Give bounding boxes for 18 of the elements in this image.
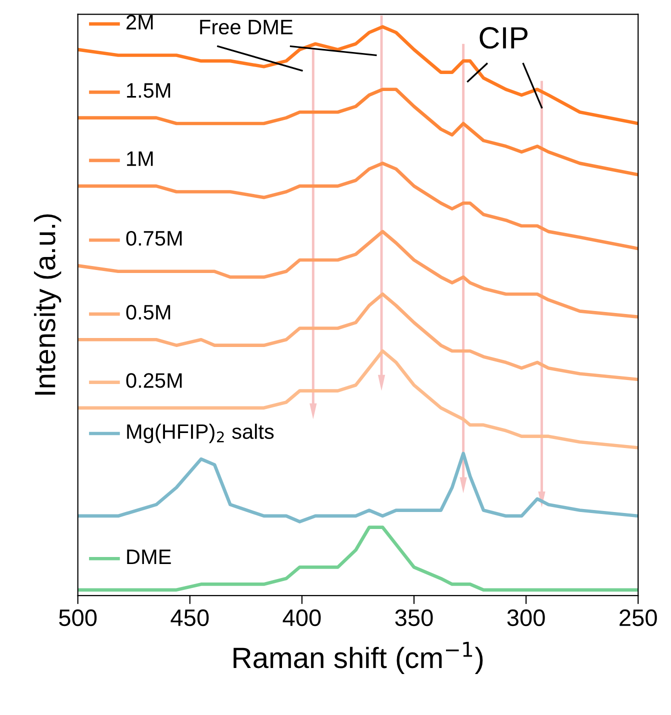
annotation: CIP [480, 27, 528, 49]
legend-label: 0.75M [126, 230, 182, 246]
legend-label: 2M [126, 14, 153, 30]
x-tick-label: 500 [59, 609, 97, 626]
x-tick-label: 300 [507, 609, 545, 626]
legend-label: 1M [127, 152, 153, 166]
legend-label: 1.5M [127, 83, 170, 98]
x-axis-title: Raman shift (cm$^{−1}$) [234, 642, 483, 674]
legend-label: Mg(HFIP)$_{2}$ salts [127, 424, 274, 444]
legend-label: DME [127, 550, 171, 564]
legend-label: 0.25M [126, 373, 182, 388]
legend-label: 0.5M [126, 304, 170, 320]
y-axis-title: Intensity (a.u.) [34, 214, 62, 395]
x-tick-label: 400 [282, 609, 321, 626]
annotation: Free DME [200, 20, 292, 34]
x-tick-label: 350 [395, 609, 433, 626]
x-tick-label: 250 [620, 609, 657, 626]
x-tick-label: 450 [170, 609, 209, 626]
